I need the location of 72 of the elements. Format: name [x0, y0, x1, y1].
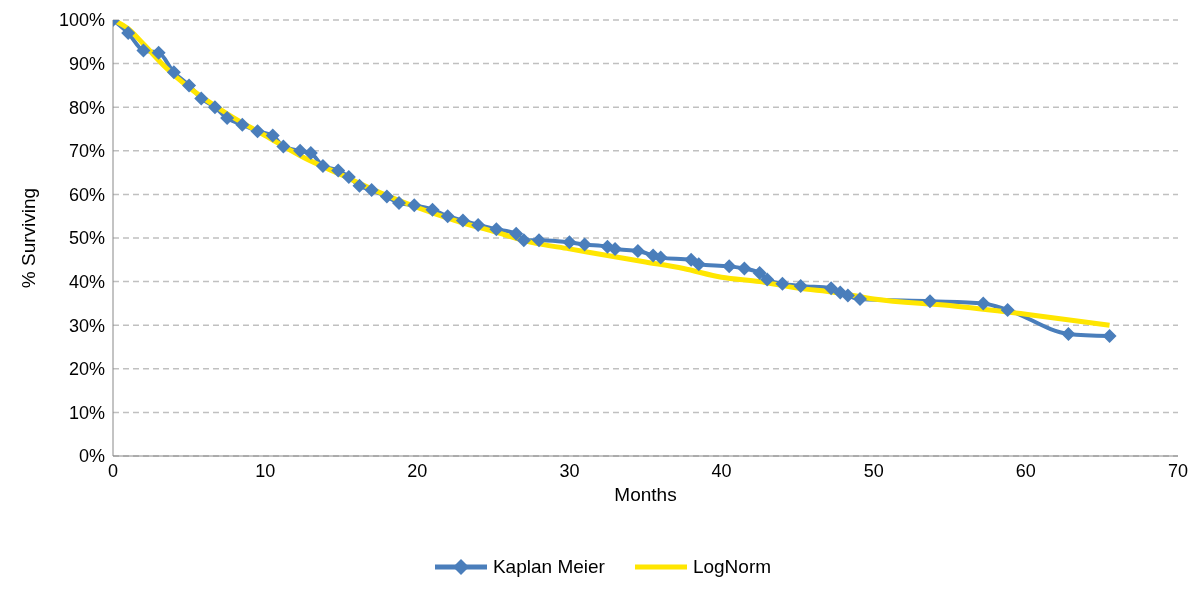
point [752, 265, 767, 280]
point [489, 222, 504, 237]
point [793, 278, 808, 293]
x-tick-label: 20 [407, 460, 428, 481]
point [392, 196, 407, 211]
point [853, 292, 868, 307]
point [722, 259, 737, 274]
point [315, 159, 330, 174]
point [737, 261, 752, 276]
point [341, 169, 356, 184]
point [166, 65, 181, 80]
x-axis-title: Months [614, 484, 677, 505]
point [303, 145, 318, 160]
point [840, 288, 855, 303]
point [455, 213, 470, 228]
x-tick-label: 0 [107, 460, 119, 481]
point [207, 100, 222, 115]
point [577, 237, 592, 252]
point [265, 128, 280, 143]
point [1102, 329, 1117, 344]
point [425, 202, 440, 217]
x-tick-label: 60 [1015, 460, 1036, 481]
y-axis-title: % Surviving [17, 187, 39, 289]
point [562, 235, 577, 250]
x-tick-label: 70 [1167, 460, 1189, 481]
y-tick-label: 70% [68, 141, 105, 162]
y-tick-label: 40% [68, 271, 105, 292]
point [121, 26, 136, 41]
point [250, 124, 265, 139]
point [194, 91, 209, 106]
point [182, 78, 197, 93]
x-tick-label: 40 [711, 460, 732, 481]
y-tick-label: 60% [68, 184, 105, 205]
point [235, 117, 250, 132]
point [151, 45, 166, 60]
point [532, 233, 546, 248]
point [775, 276, 790, 291]
point [407, 198, 422, 213]
x-tick-label: 50 [863, 460, 884, 481]
legend-label: Kaplan Meier [491, 556, 605, 578]
point [276, 139, 291, 154]
legend-label: LogNorm [691, 556, 772, 578]
point [516, 233, 531, 248]
x-tick-label: 30 [559, 460, 580, 481]
point [608, 241, 623, 256]
point [364, 183, 379, 198]
point [509, 226, 524, 241]
point [471, 217, 486, 232]
point [220, 111, 235, 126]
point [1061, 326, 1076, 341]
point [352, 178, 367, 193]
point [379, 189, 394, 204]
point [1000, 302, 1015, 317]
x-tick-label: 10 [255, 460, 276, 481]
y-tick-label: 100% [58, 10, 105, 31]
y-tick-label: 10% [68, 402, 105, 423]
point [976, 296, 991, 311]
y-tick-label: 0% [78, 446, 105, 467]
point [136, 43, 151, 58]
point [760, 272, 775, 287]
y-tick-label: 90% [68, 53, 105, 74]
y-tick-label: 20% [68, 359, 105, 380]
y-tick-label: 30% [68, 315, 105, 336]
y-tick-label: 80% [68, 97, 105, 118]
point [630, 244, 645, 259]
point [293, 143, 308, 158]
point [691, 257, 706, 272]
y-tick-label: 50% [68, 228, 105, 249]
point [923, 294, 938, 309]
point [440, 209, 455, 224]
point [331, 163, 346, 178]
point [824, 281, 839, 296]
